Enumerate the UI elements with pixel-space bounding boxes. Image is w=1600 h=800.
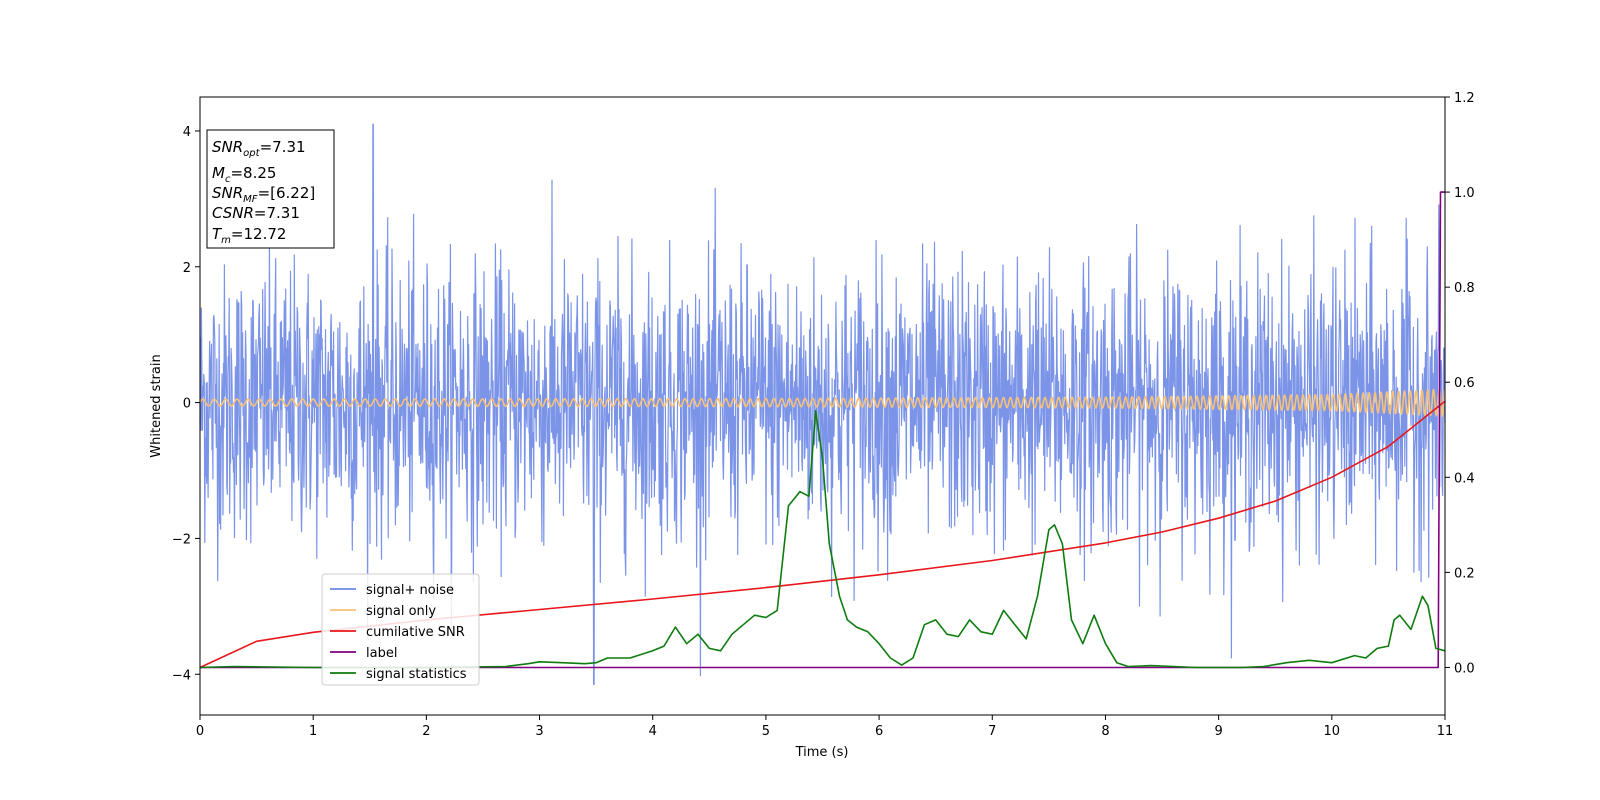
legend-label: signal+ noise [366,583,454,598]
legend-label: signal only [366,604,436,619]
series-line-signal-only [199,388,1446,417]
info-tm: Tm=12.72 [212,225,286,246]
series-line-label [200,191,1445,669]
y-tick-label: 4 [183,125,191,140]
x-tick-label: 6 [875,724,883,739]
info-snr-opt: SNRopt=7.31 [212,138,306,159]
x-tick-label: 0 [196,724,204,739]
y-tick-label: −4 [172,668,191,683]
info-snr-mf: SNRMF=[6.22] [212,184,315,205]
x-axis-label: Time (s) [795,745,849,760]
y2-tick-label: 0.8 [1454,281,1475,296]
legend: signal+ noise signal only cumilative SNR la… [321,573,480,686]
x-tick-label: 1 [309,724,317,739]
x-tick-label: 11 [1437,724,1454,739]
legend-label: signal statistics [366,667,467,682]
y-tick-label: 2 [183,261,191,276]
series-line-signal-statistics [199,410,1446,669]
y2-tick-label: 0.2 [1454,566,1475,581]
y2-tick-label: 0.0 [1454,661,1475,676]
y2-tick-label: 0.4 [1454,471,1475,486]
x-tick-label: 3 [535,724,543,739]
y2-tick-label: 0.6 [1454,376,1475,391]
x-tick-label: 10 [1324,724,1341,739]
y-axis-label: Whitened strain [149,354,164,457]
legend-frame [321,573,480,686]
x-tick-label: 5 [762,724,770,739]
y-tick-label: −2 [172,532,191,547]
legend-label: cumilative SNR [366,625,465,640]
y2-tick-label: 1.2 [1454,91,1475,106]
info-mc: Mc=8.25 [212,164,276,185]
info-csnr: CSNR=7.31 [212,204,300,222]
axes-layer: 0 1 2 3 4 5 6 7 8 9 10 11 −4 −2 0 2 4 0.0 0.2 0.4 0.6 0.8 1.0 1… [172,91,1475,739]
x-tick-label: 9 [1214,724,1222,739]
x-tick-label: 2 [422,724,430,739]
x-tick-label: 4 [649,724,657,739]
y-tick-label: 0 [183,397,191,412]
legend-label: label [366,646,397,661]
plot-frame [199,96,1446,716]
series-line-signal-noise [199,123,1446,685]
x-tick-label: 8 [1101,724,1109,739]
info-box: SNRopt=7.31 Mc=8.25 SNRMF=[6.22] CSNR=7.… [206,129,335,249]
y2-tick-label: 1.0 [1454,186,1475,201]
info-box-frame [206,129,335,249]
x-tick-label: 7 [988,724,996,739]
